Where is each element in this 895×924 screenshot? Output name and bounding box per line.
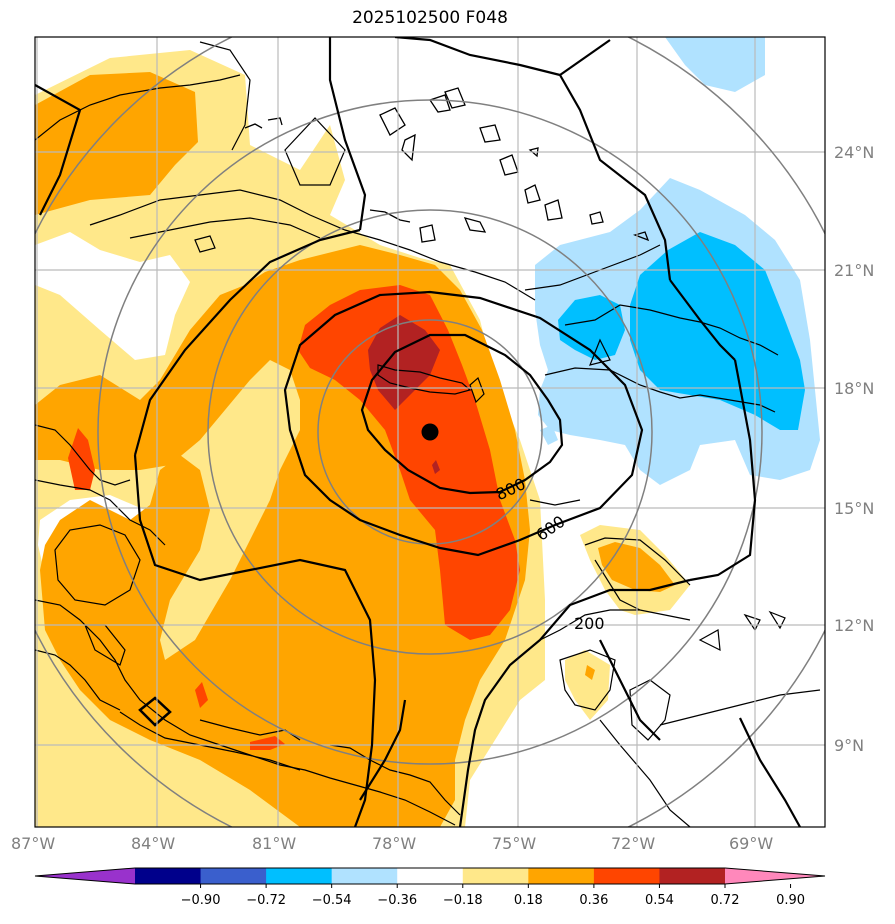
colorbar-segment <box>331 868 398 884</box>
colorbar-extend-high <box>725 868 825 884</box>
colorbar-segment <box>659 868 726 884</box>
colorbar-segment <box>528 868 595 884</box>
colorbar-label: −0.72 <box>246 893 286 908</box>
lon-tick: 87°W <box>11 834 55 853</box>
colorbar-label: −0.36 <box>377 893 417 908</box>
contour-label-200: 200 <box>574 614 605 633</box>
colorbar-outline <box>34 867 826 885</box>
lat-tick: 18°N <box>834 379 874 398</box>
colorbar-segment <box>266 868 333 884</box>
lon-tick: 81°W <box>252 834 296 853</box>
lat-tick: 12°N <box>834 616 874 635</box>
colorbar-label: 0.18 <box>514 893 543 908</box>
lat-tick-labels: 24°N 21°N 18°N 15°N 12°N 9°N <box>834 143 874 755</box>
colorbar-segment <box>593 868 660 884</box>
lon-tick: 72°W <box>611 834 655 853</box>
map-frame <box>34 36 826 828</box>
range-rings <box>35 37 825 827</box>
colorbar-label: −0.90 <box>181 893 221 908</box>
lon-tick: 69°W <box>729 834 773 853</box>
colorbar-label: 0.36 <box>579 893 608 908</box>
storm-center-marker <box>421 423 439 441</box>
contour-outer <box>133 228 361 456</box>
colorbar-label: 0.90 <box>776 893 805 908</box>
colorbar-label: −0.18 <box>443 893 483 908</box>
colorbar-extend-low <box>35 868 135 884</box>
colorbar-segment <box>462 868 529 884</box>
colorbar-segment <box>200 868 267 884</box>
lon-tick: 75°W <box>492 834 536 853</box>
lat-tick: 24°N <box>834 143 874 162</box>
lat-tick: 21°N <box>834 261 874 280</box>
colorbar-segment <box>397 868 464 884</box>
colorbar: −0.90 −0.72 −0.54 −0.36 −0.18 0.18 0.36 0.54 0.7… <box>34 867 826 908</box>
lat-tick: 9°N <box>834 736 864 755</box>
colorbar-label: −0.54 <box>312 893 352 908</box>
map-title: 2025102500 F048 <box>352 8 508 28</box>
map-area <box>35 37 825 827</box>
lon-tick: 78°W <box>372 834 416 853</box>
graticule <box>35 37 825 827</box>
lon-tick: 84°W <box>131 834 175 853</box>
colorbar-segment <box>135 868 202 884</box>
lat-tick: 15°N <box>834 499 874 518</box>
fill-red-orange <box>68 285 520 750</box>
colorbar-label: 0.54 <box>645 893 674 908</box>
contour-600 <box>283 290 644 557</box>
contour-labels: 800 600 200 <box>493 474 605 633</box>
colorbar-label: 0.72 <box>711 893 740 908</box>
fill-deep-sky-blue <box>558 232 805 430</box>
lon-tick-labels: 87°W 84°W 81°W 78°W 75°W 72°W 69°W <box>11 834 773 853</box>
contour-800 <box>360 333 564 495</box>
contours <box>35 37 801 827</box>
